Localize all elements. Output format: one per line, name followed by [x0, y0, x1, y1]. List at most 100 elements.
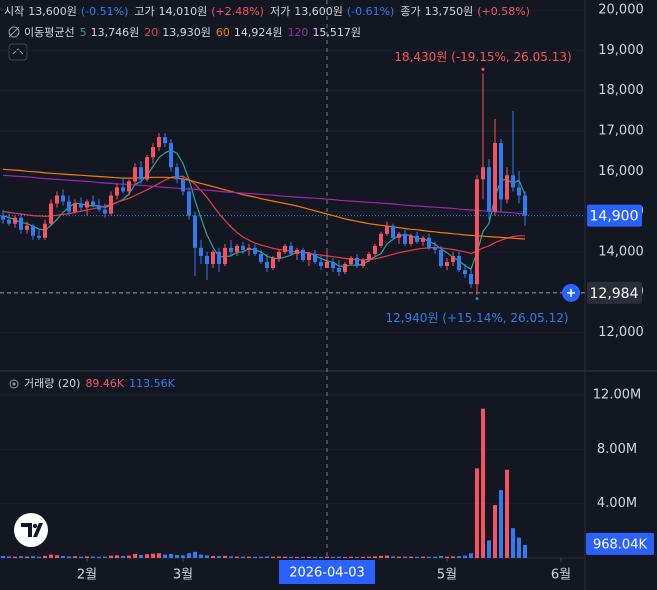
volume-bar: [109, 555, 113, 558]
ma-name: 20: [144, 26, 158, 39]
candle-body: [85, 201, 89, 208]
candle-body: [127, 181, 131, 192]
volume-bar: [217, 556, 221, 558]
candle-body: [289, 245, 293, 254]
x-tick-label: 3월: [173, 568, 193, 583]
volume-bar: [367, 556, 371, 558]
y-tick-label: 4.00M: [597, 496, 637, 511]
volume-bar: [229, 556, 233, 558]
candle-body: [463, 270, 467, 275]
volume-bar: [415, 556, 419, 558]
y-tick-label: 14,000: [598, 244, 644, 259]
volume-bar: [493, 505, 497, 558]
volume-bar: [505, 469, 509, 558]
volume-bar: [193, 551, 197, 558]
candle-body: [367, 253, 371, 260]
candle-body: [97, 205, 101, 210]
volume-title: 거래량 (20): [24, 377, 80, 390]
pane-controls[interactable]: [8, 43, 28, 61]
candle-body: [499, 143, 503, 200]
volume-bar: [409, 556, 413, 558]
volume-bar: [67, 556, 71, 558]
volume-bar: [13, 556, 17, 558]
candle-body: [379, 233, 383, 246]
crosshair-label: 2026-04-03: [289, 566, 365, 581]
candle-body: [133, 167, 137, 182]
ohlc-change: (+2.48%): [211, 5, 264, 18]
volume-bar: [223, 555, 227, 558]
y-tick-label: 19,000: [598, 43, 644, 58]
volume-bar: [451, 556, 455, 558]
candle-body: [493, 143, 497, 212]
volume-bar: [349, 556, 353, 558]
candle-body: [223, 247, 227, 264]
ma-line: [2, 149, 526, 271]
volume-bar: [517, 537, 521, 558]
candle-body: [55, 195, 59, 204]
candle-body: [31, 225, 35, 236]
ohlc-value: 13,600원: [28, 5, 77, 18]
candle-body: [229, 247, 233, 252]
candle-body: [235, 245, 239, 252]
candle-body: [163, 137, 167, 144]
candle-body: [157, 137, 161, 148]
candle-body: [511, 175, 515, 188]
candle-body: [361, 259, 365, 267]
volume-bar: [433, 556, 437, 558]
volume-bar: [295, 556, 299, 558]
volume-bar: [127, 555, 131, 558]
volume-bar: [103, 556, 107, 558]
candle-body: [115, 187, 119, 196]
candle-body: [1, 215, 5, 220]
candle-body: [271, 257, 275, 269]
candle-body: [469, 274, 473, 285]
candle-body: [199, 247, 203, 256]
candle-body: [517, 187, 521, 196]
volume-bar: [379, 555, 383, 558]
volume-bar: [355, 556, 359, 558]
candle-body: [487, 167, 491, 212]
candle-body: [265, 261, 269, 269]
volume-bar: [151, 553, 155, 558]
eye-icon[interactable]: [9, 379, 19, 389]
volume-bar: [283, 556, 287, 558]
crosshair-box: [279, 560, 375, 584]
volume-bar: [481, 408, 485, 558]
volume-bar: [421, 556, 425, 558]
candle-body: [421, 237, 425, 242]
annotation: 18,430원 (-19.15%, 26.05.13): [394, 50, 571, 64]
candle-body: [319, 261, 323, 267]
ohlc-name: 종가: [400, 5, 420, 18]
logo: [14, 513, 48, 547]
volume-bar: [91, 556, 95, 558]
candle-body: [37, 235, 41, 238]
candle-body: [343, 263, 347, 273]
annotation: 12,940원 (+15.14%, 26.05.12): [385, 311, 568, 325]
y-tick-label: 18,000: [598, 83, 644, 98]
candle-body: [241, 245, 245, 250]
candle-body: [103, 209, 107, 214]
candle-body: [307, 253, 311, 260]
candle-body: [19, 217, 23, 230]
candle-body: [49, 203, 53, 224]
volume-bar: [325, 556, 329, 558]
candle-body: [121, 187, 125, 192]
y-tick-label: 12.00M: [593, 388, 641, 403]
volume-bar: [445, 556, 449, 558]
annotation-marker: [481, 67, 485, 71]
candle-body: [445, 261, 449, 267]
candle-body: [181, 179, 185, 192]
volume-bar: [253, 556, 257, 558]
ma-value: 14,924원: [234, 26, 283, 39]
candle-body: [313, 253, 317, 262]
candle-body: [13, 217, 17, 224]
volume-bar: [427, 556, 431, 558]
eye-icon[interactable]: [8, 26, 20, 38]
y-tick-label: 8.00M: [597, 442, 637, 457]
ma-value: 13,930원: [162, 26, 211, 39]
volume-bar: [205, 555, 209, 558]
volume-legend-value: 89.46K: [85, 377, 124, 390]
candle-body: [523, 195, 527, 216]
ma-value: 13,746원: [91, 26, 140, 39]
